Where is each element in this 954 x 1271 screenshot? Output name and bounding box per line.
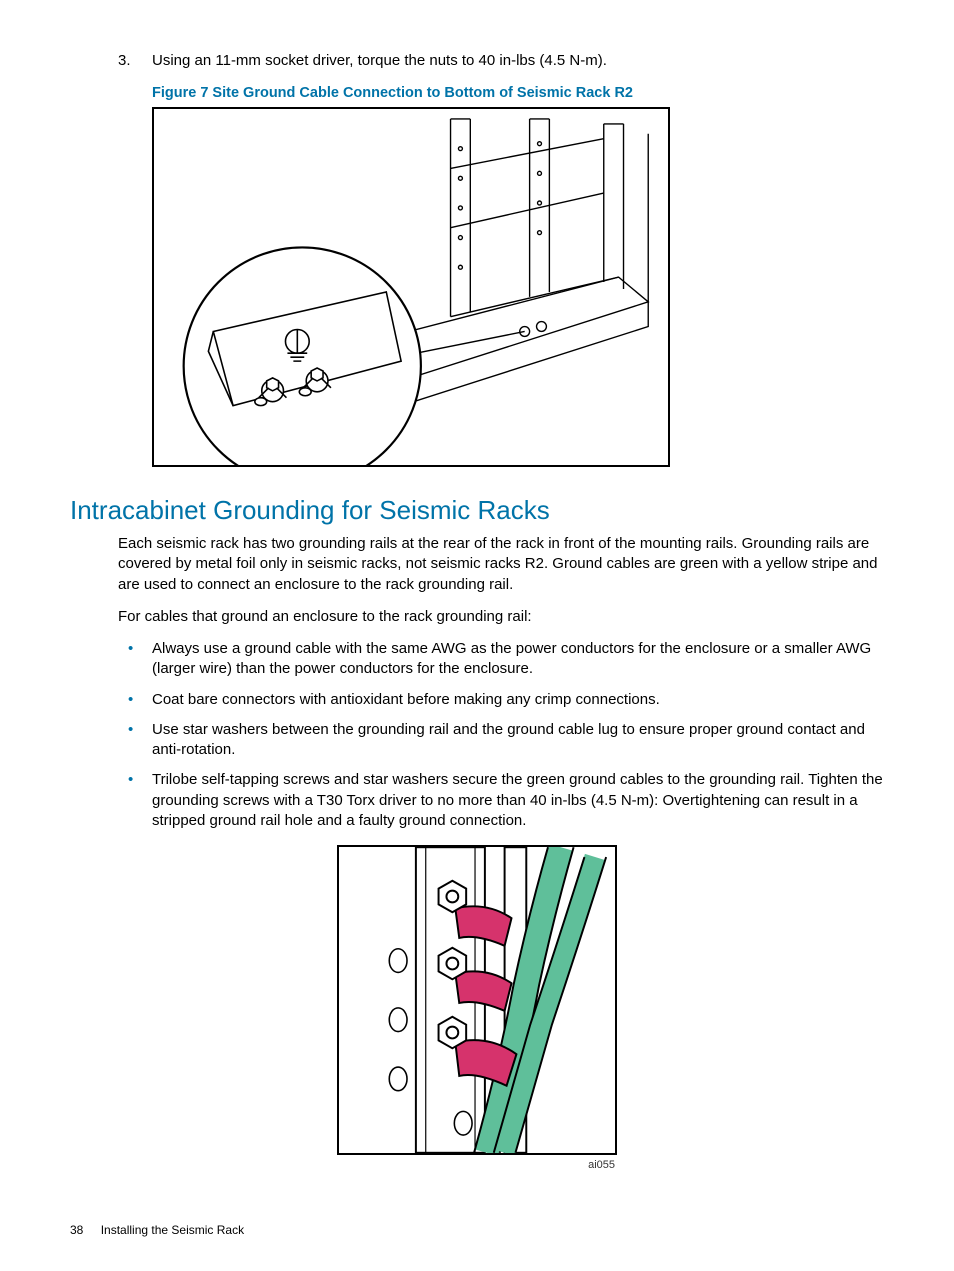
footer-title: Installing the Seismic Rack (101, 1223, 244, 1237)
step-item: 3. Using an 11-mm socket driver, torque … (118, 50, 884, 71)
figure7-caption: Figure 7 Site Ground Cable Connection to… (152, 85, 884, 101)
page-footer: 38 Installing the Seismic Rack (70, 1223, 244, 1237)
figure-ai055-wrap: ai055 (70, 845, 884, 1171)
bullet-item: Coat bare connectors with antioxidant be… (118, 690, 884, 710)
bullet-list: Always use a ground cable with the same … (118, 639, 884, 831)
bullet-item: Trilobe self-tapping screws and star was… (118, 770, 884, 831)
step-number: 3. (118, 50, 152, 71)
figure7-diagram (152, 107, 670, 467)
step-text: Using an 11-mm socket driver, torque the… (152, 50, 607, 71)
section-para-2: For cables that ground an enclosure to t… (118, 607, 884, 627)
section-para-1: Each seismic rack has two grounding rail… (118, 534, 884, 595)
figure-ai055-diagram (337, 845, 617, 1155)
grounding-rail-illustration (339, 847, 615, 1153)
bullet-item: Always use a ground cable with the same … (118, 639, 884, 680)
figure-ai055-label: ai055 (337, 1159, 617, 1171)
bullet-item: Use star washers between the grounding r… (118, 720, 884, 761)
page-number: 38 (70, 1223, 83, 1237)
rack-ground-illustration (154, 109, 668, 465)
section-heading: Intracabinet Grounding for Seismic Racks (70, 495, 884, 526)
